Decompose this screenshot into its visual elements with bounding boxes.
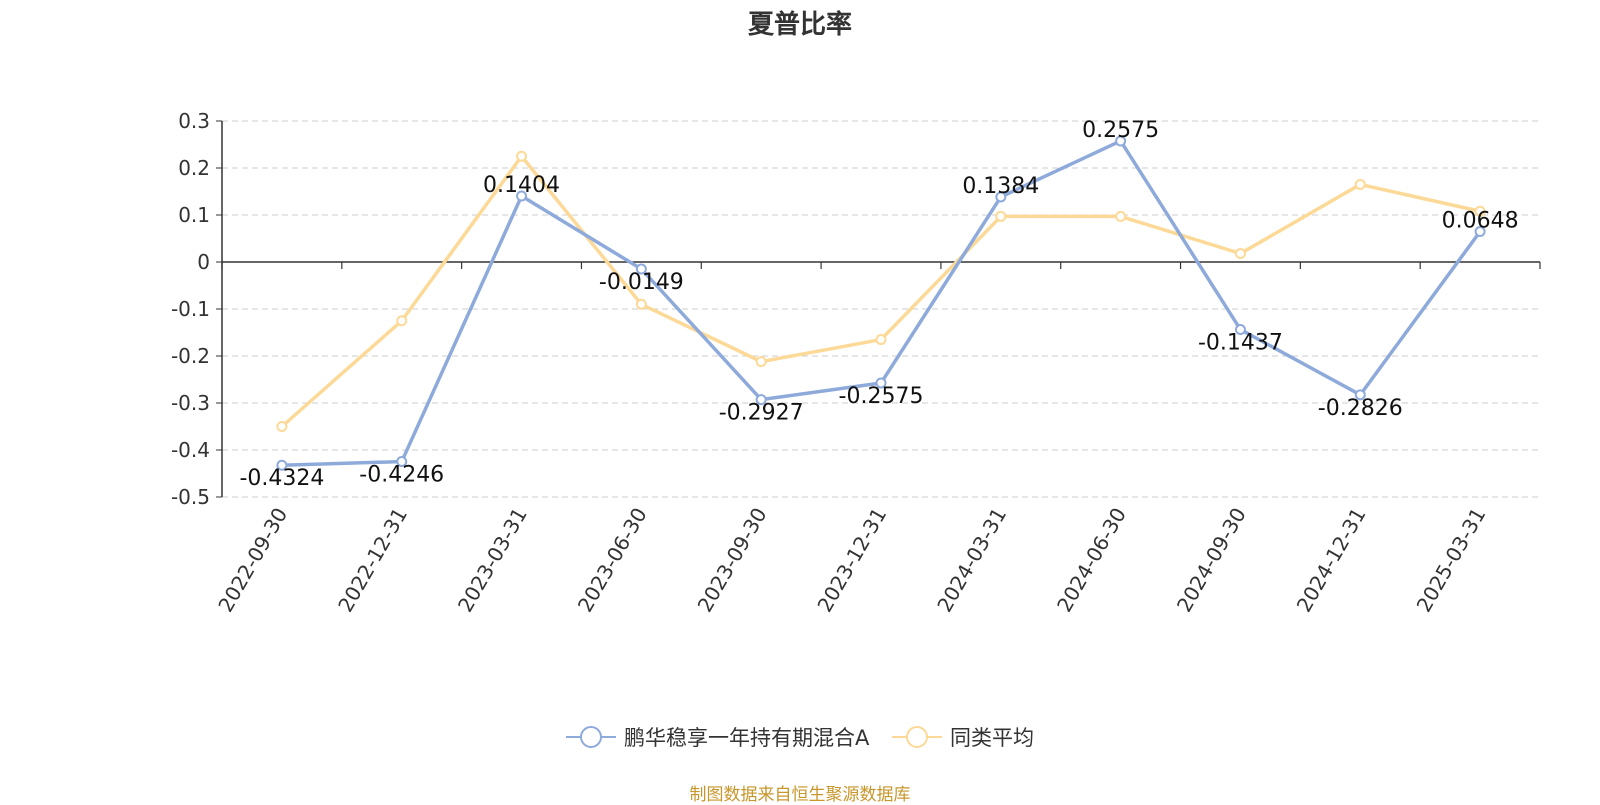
data-label: -0.0149 bbox=[599, 270, 684, 295]
x-tick-label: 2022-09-30 bbox=[213, 504, 292, 617]
legend-marker-icon bbox=[565, 725, 616, 749]
chart-legend: 鹏华稳享一年持有期混合A 同类平均 bbox=[0, 722, 1600, 754]
data-point-series-1 bbox=[995, 191, 1007, 203]
data-label: 0.1384 bbox=[962, 174, 1039, 199]
x-tick-label: 2024-06-30 bbox=[1052, 504, 1131, 617]
data-point-series-2 bbox=[1234, 248, 1246, 260]
legend-item-series-1[interactable]: 鹏华稳享一年持有期混合A bbox=[565, 722, 870, 752]
x-tick-label: 2023-03-31 bbox=[453, 504, 532, 617]
data-point-series-1 bbox=[276, 459, 288, 471]
data-label: -0.2826 bbox=[1318, 396, 1403, 421]
data-point-series-2 bbox=[875, 334, 887, 346]
x-tick-label: 2025-03-31 bbox=[1412, 504, 1491, 617]
line-chart: 0.3 0.2 0.1 0 -0.1 -0.2 -0.3 -0.4 -0.52022-09-30… bbox=[171, 109, 1541, 617]
data-point-series-2 bbox=[1115, 210, 1127, 222]
x-tick-label: 2023-12-31 bbox=[812, 504, 891, 617]
data-label: -0.4324 bbox=[239, 466, 324, 491]
y-tick-label: 0.3 bbox=[178, 109, 210, 133]
data-point-series-2 bbox=[995, 210, 1007, 222]
data-label: -0.2927 bbox=[719, 401, 804, 426]
data-label: -0.2575 bbox=[839, 384, 924, 409]
legend-marker-icon bbox=[892, 725, 943, 749]
data-point-series-1 bbox=[755, 394, 767, 406]
data-label: 0.0648 bbox=[1442, 209, 1519, 234]
x-tick-label: 2024-12-31 bbox=[1292, 504, 1371, 617]
legend-item-series-2[interactable]: 同类平均 bbox=[892, 722, 1034, 752]
y-tick-label: -0.2 bbox=[171, 344, 210, 368]
data-point-series-2 bbox=[1474, 205, 1486, 217]
data-source-note: 制图数据来自恒生聚源数据库 bbox=[689, 785, 911, 805]
series-line-1 bbox=[281, 139, 1482, 467]
data-point-series-2 bbox=[755, 356, 767, 368]
data-label: 0.2575 bbox=[1082, 118, 1159, 143]
data-label: -0.1437 bbox=[1198, 331, 1283, 356]
data-point-series-1 bbox=[396, 456, 408, 468]
y-tick-label: 0 bbox=[197, 250, 210, 274]
data-point-series-1 bbox=[1474, 226, 1486, 238]
data-point-series-1 bbox=[1115, 135, 1127, 147]
data-label: 0.1404 bbox=[483, 173, 560, 198]
x-tick-label: 2024-09-30 bbox=[1172, 504, 1251, 617]
chart-title: 夏普比率 bbox=[747, 10, 852, 40]
data-point-series-2 bbox=[276, 421, 288, 432]
legend-label-series-1: 鹏华稳享一年持有期混合A bbox=[623, 726, 870, 750]
x-tick-label: 2023-09-30 bbox=[693, 504, 772, 617]
data-point-series-1 bbox=[516, 190, 528, 202]
data-point-series-2 bbox=[396, 315, 408, 327]
y-tick-label: -0.1 bbox=[171, 297, 210, 321]
data-point-series-2 bbox=[635, 298, 647, 310]
y-tick-label: -0.3 bbox=[171, 391, 210, 415]
x-tick-label: 2022-12-31 bbox=[333, 504, 412, 617]
data-point-series-1 bbox=[635, 263, 647, 275]
data-point-series-2 bbox=[1354, 178, 1366, 190]
data-label: -0.4246 bbox=[359, 463, 444, 488]
x-tick-label: 2023-06-30 bbox=[573, 504, 652, 617]
y-tick-label: -0.5 bbox=[171, 485, 210, 509]
y-tick-label: 0.1 bbox=[178, 203, 210, 227]
data-point-series-1 bbox=[1234, 324, 1246, 336]
data-point-series-1 bbox=[875, 377, 887, 389]
data-point-series-2 bbox=[516, 150, 528, 162]
data-point-series-1 bbox=[1354, 389, 1366, 401]
y-tick-label: 0.2 bbox=[178, 156, 210, 180]
legend-label-series-2: 同类平均 bbox=[950, 726, 1035, 750]
y-tick-label: -0.4 bbox=[171, 438, 210, 462]
x-tick-label: 2024-03-31 bbox=[932, 503, 1011, 616]
